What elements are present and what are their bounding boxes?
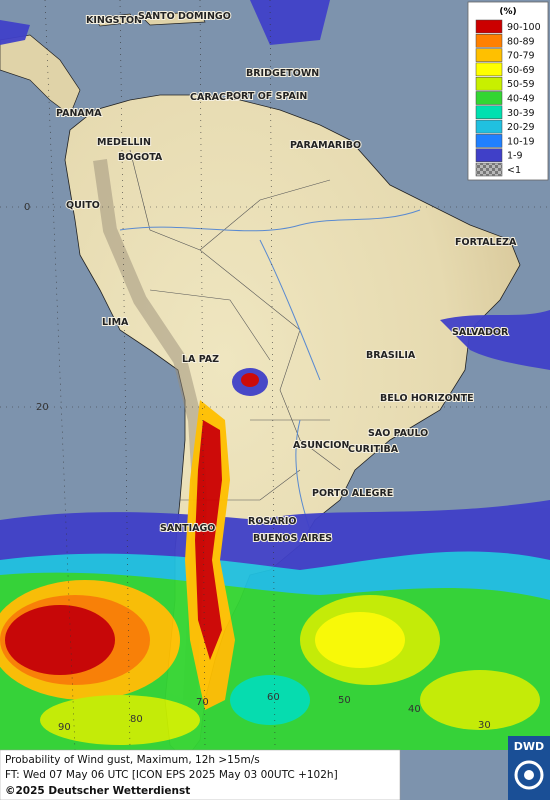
longitude-label: 40 bbox=[408, 704, 421, 715]
longitude-label: 90 bbox=[58, 722, 71, 733]
legend: (%) 90-100 80-89 70-79 60-69 50-59 40-49 30-39 2… bbox=[467, 1, 549, 181]
longitude-label: 50 bbox=[338, 695, 351, 706]
footer-box bbox=[0, 749, 401, 800]
shape bbox=[0, 0, 330, 45]
city-label: QUITO bbox=[66, 200, 100, 211]
longitude-label: 70 bbox=[196, 697, 209, 708]
city-label: ASUNCION bbox=[293, 440, 349, 451]
city-label: CARACAS bbox=[190, 92, 240, 103]
legend-swatch bbox=[475, 119, 503, 134]
shape bbox=[40, 695, 200, 745]
city-label: PORT OF SPAIN bbox=[226, 91, 307, 102]
city-label: FORTALEZA bbox=[455, 237, 517, 248]
islands bbox=[94, 11, 206, 27]
city-label: PARAMARIBO bbox=[290, 140, 361, 151]
legend-swatch bbox=[475, 148, 503, 162]
shape bbox=[440, 310, 550, 370]
footer-text: FT: Wed 07 May 06 UTC [ICON EPS 2025 May… bbox=[5, 769, 338, 781]
shape bbox=[241, 373, 259, 387]
shape bbox=[420, 670, 540, 730]
legend-label: 90-100 bbox=[507, 22, 541, 33]
shape bbox=[315, 612, 405, 668]
logo-icon bbox=[514, 760, 544, 790]
probability-field bbox=[0, 0, 550, 750]
legend-label: 60-69 bbox=[507, 65, 535, 76]
latitude-label: 20 bbox=[36, 402, 49, 413]
legend-label: 70-79 bbox=[507, 51, 535, 62]
logo-icon bbox=[524, 770, 534, 780]
borders bbox=[129, 149, 341, 501]
legend-label: 50-59 bbox=[507, 79, 535, 90]
longitude-label: 30 bbox=[478, 720, 491, 731]
city-label: KINGSTON bbox=[86, 15, 142, 26]
city-label: PANAMA bbox=[56, 108, 102, 119]
logo-text: DWD bbox=[514, 740, 544, 753]
legend-label: 30-39 bbox=[507, 108, 535, 119]
city-label: SANTIAGO bbox=[160, 523, 215, 534]
footer-text: Probability of Wind gust, Maximum, 12h >… bbox=[5, 754, 260, 766]
city-label: SALVADOR bbox=[452, 327, 509, 338]
legend-swatch bbox=[475, 48, 503, 62]
city-label: CURITIBA bbox=[348, 444, 399, 455]
land bbox=[0, 34, 81, 116]
city-label: PORTO ALEGRE bbox=[312, 488, 393, 499]
city-label: BRIDGETOWN bbox=[246, 68, 319, 79]
legend-swatch-pattern bbox=[476, 163, 502, 176]
city-label: SANTO DOMINGO bbox=[138, 11, 231, 22]
legend-label: 40-49 bbox=[507, 94, 535, 105]
city-label: MEDELLIN bbox=[97, 137, 151, 148]
city-label: ROSARIO bbox=[248, 516, 297, 527]
shape bbox=[5, 605, 115, 675]
legend-swatch bbox=[475, 19, 503, 34]
legend-swatch bbox=[475, 76, 503, 91]
shape bbox=[230, 675, 310, 725]
legend-swatch bbox=[475, 105, 503, 120]
legend-swatch bbox=[475, 34, 503, 48]
city-label: SAO PAULO bbox=[368, 428, 428, 439]
footer-text: ©2025 Deutscher Wetterdienst bbox=[5, 785, 190, 797]
longitude-label: 60 bbox=[267, 692, 280, 703]
shape bbox=[195, 420, 222, 660]
latitude-label: 0 bbox=[24, 202, 30, 213]
city-label: LIMA bbox=[102, 317, 129, 328]
legend-label: <1 bbox=[507, 165, 521, 176]
legend-swatch bbox=[475, 62, 503, 77]
city-label: LA PAZ bbox=[182, 354, 219, 365]
legend-swatch bbox=[475, 91, 503, 105]
legend-swatch bbox=[475, 134, 503, 148]
longitude-label: 80 bbox=[130, 714, 143, 725]
city-label: BUENOS AIRES bbox=[253, 533, 332, 544]
legend-label: 20-29 bbox=[507, 122, 535, 133]
legend-label: 10-19 bbox=[507, 136, 535, 147]
legend-label: 1-9 bbox=[507, 151, 523, 162]
city-label: BRASILIA bbox=[366, 350, 416, 361]
legend-title: (%) bbox=[499, 7, 516, 17]
city-label: BOGOTA bbox=[118, 152, 163, 163]
city-label: BELO HORIZONTE bbox=[380, 393, 474, 404]
legend-label: 80-89 bbox=[507, 36, 535, 47]
